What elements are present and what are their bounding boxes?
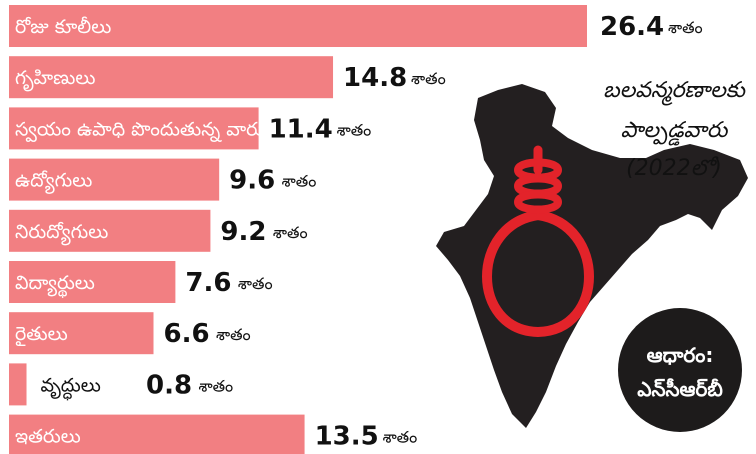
bar-7	[9, 363, 27, 406]
india-map-icon	[436, 84, 748, 428]
value-label: 11.4	[269, 114, 333, 144]
unit-label: శాతం	[383, 428, 418, 447]
bar-4	[9, 209, 211, 252]
source-label: ఆధారం:	[647, 343, 714, 367]
bar-0	[9, 5, 587, 47]
category-label: నిరుద్యోగులు	[15, 221, 108, 246]
value-label: 6.6	[164, 319, 210, 349]
value-label: 14.8	[343, 63, 407, 93]
unit-label: శాతం	[273, 223, 308, 242]
category-label: ఉద్యోగులు	[15, 170, 92, 195]
category-label: ఇతరులు	[15, 426, 81, 448]
category-label: వృద్ధులు	[41, 374, 101, 400]
value-label: 9.6	[229, 166, 275, 196]
noose-icon	[482, 145, 594, 338]
bar-5	[9, 261, 176, 303]
value-label: 13.5	[315, 422, 379, 452]
unit-label: శాతం	[199, 376, 234, 395]
title-line: బలవన్మరణాలకు	[603, 78, 746, 106]
value-label: 9.2	[220, 217, 266, 247]
bar-2	[9, 107, 259, 150]
category-label: రోజు కూలీలు	[15, 16, 111, 38]
bar-3	[9, 158, 220, 201]
bar-1	[9, 56, 334, 99]
bars-group: రోజు కూలీలు 26.4 శాతంగృహిణులు 14.8 శాతంస్వయం…	[9, 5, 703, 454]
chart-title: బలవన్మరణాలకు పాల్పడ్డవారు (2022లో)	[603, 78, 746, 181]
bar-6	[9, 312, 154, 355]
category-label: రైతులు	[15, 323, 68, 347]
unit-label: శాతం	[282, 172, 317, 191]
bar-8	[9, 414, 305, 454]
unit-label: శాతం	[216, 325, 251, 344]
category-label: విద్యార్థులు	[15, 272, 95, 298]
unit-label: శాతం	[337, 120, 372, 139]
title-line: (2022లో)	[626, 156, 722, 181]
unit-label: శాతం	[238, 274, 273, 293]
value-label: 0.8	[146, 370, 192, 400]
category-label: గృహిణులు	[15, 67, 95, 92]
source-badge: ఆధారం: ఎన్‌సీఆర్‌బీ	[618, 308, 742, 432]
value-label: 26.4	[600, 12, 664, 42]
unit-label: శాతం	[668, 18, 703, 37]
title-line: పాల్పడ్డవారు	[621, 118, 729, 146]
value-label: 7.6	[185, 268, 231, 298]
unit-label: శాతం	[411, 69, 446, 88]
category-label: స్వయం ఉపాధి పొందుతున్న వారు	[15, 118, 264, 142]
source-value: ఎన్‌సీఆర్‌బీ	[637, 377, 723, 401]
